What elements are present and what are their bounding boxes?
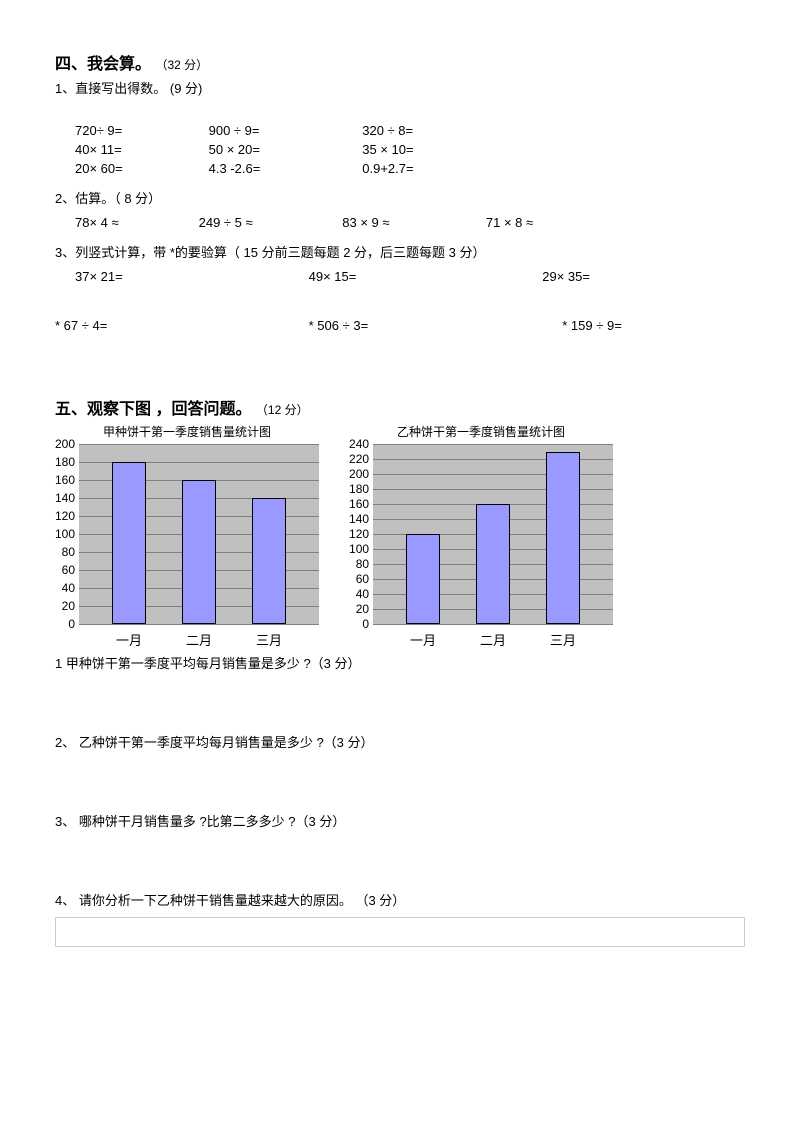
chart-a-yaxis: 200180160140120100806040200 [55, 444, 79, 624]
section-5-title-text: 五、观察下图 ，回答问题。 [55, 401, 251, 418]
chart-a: 甲种饼干第一季度销售量统计图 2001801601401201008060402… [55, 423, 319, 649]
chart-b-plot [373, 444, 613, 624]
q1-expr: 0.9+2.7= [362, 161, 413, 176]
q3-row-a: 37× 21= 49× 15= 29× 35= [55, 269, 745, 284]
s5-q3: 3、 哪种饼干月销售量多 ?比第二多多少 ?（3 分） [55, 811, 745, 830]
chart-b-yaxis: 240220200180160140120100806040200 [349, 444, 373, 624]
q1-points: (9 分) [170, 81, 203, 96]
section-5-points: （12 分） [256, 403, 309, 417]
q1-label: 1、直接写出得数。 (9 分) [55, 78, 745, 97]
chart-b-xaxis: 一月 二月 三月 [373, 630, 613, 649]
q1-row-2: 20× 60= 4.3 -2.6= 0.9+2.7= [55, 161, 745, 176]
q3-expr: * 159 ÷ 9= [562, 318, 622, 333]
chart-a-xaxis: 一月 二月 三月 [79, 630, 319, 649]
chart-b: 乙种饼干第一季度销售量统计图 2402202001801601401201008… [349, 423, 613, 649]
q1: 1、直接写出得数。 (9 分) 720÷ 9= 900 ÷ 9= 320 ÷ 8… [55, 78, 745, 176]
q3-expr: 29× 35= [542, 269, 590, 284]
x-tick: 三月 [550, 630, 576, 649]
bar [546, 452, 580, 625]
section-5-title: 五、观察下图 ，回答问题。 （12 分） [55, 395, 745, 419]
x-tick: 一月 [116, 630, 142, 649]
chart-b-title: 乙种饼干第一季度销售量统计图 [349, 423, 613, 440]
bar [182, 480, 216, 624]
section-4-title-text: 四、我会算。 [55, 56, 151, 73]
section-4-title: 四、我会算。 （32 分） [55, 50, 745, 74]
bar [476, 504, 510, 624]
bar [252, 498, 286, 624]
q1-row-0: 720÷ 9= 900 ÷ 9= 320 ÷ 8= [55, 123, 745, 138]
bar [406, 534, 440, 624]
q3-label: 3、列竖式计算，带 *的要验算（ 15 分前三题每题 2 分，后三题每题 3 分… [55, 242, 745, 261]
q1-label-text: 1、直接写出得数。 [55, 81, 166, 96]
q2-expr: 83 × 9 ≈ [342, 215, 482, 230]
q2-label: 2、估算。（ 8 分） [55, 188, 745, 207]
q1-expr: 20× 60= [75, 161, 205, 176]
q1-expr: 320 ÷ 8= [362, 123, 413, 138]
q2-expr: 249 ÷ 5 ≈ [199, 215, 339, 230]
s5-q2: 2、 乙种饼干第一季度平均每月销售量是多少 ?（3 分） [55, 732, 745, 751]
q3: 3、列竖式计算，带 *的要验算（ 15 分前三题每题 2 分，后三题每题 3 分… [55, 242, 745, 333]
q3-expr: * 67 ÷ 4= [55, 318, 305, 333]
q1-expr: 900 ÷ 9= [209, 123, 359, 138]
section-4: 四、我会算。 （32 分） 1、直接写出得数。 (9 分) 720÷ 9= 90… [55, 50, 745, 333]
chart-a-title: 甲种饼干第一季度销售量统计图 [55, 423, 319, 440]
x-tick: 一月 [410, 630, 436, 649]
s5-q1: 1 甲种饼干第一季度平均每月销售量是多少 ?（3 分） [55, 653, 745, 672]
q2: 2、估算。（ 8 分） 78× 4 ≈ 249 ÷ 5 ≈ 83 × 9 ≈ 7… [55, 188, 745, 230]
q3-expr: 37× 21= [75, 269, 305, 284]
x-tick: 三月 [256, 630, 282, 649]
q3-expr: 49× 15= [309, 269, 539, 284]
x-tick: 二月 [480, 630, 506, 649]
q2-expr: 78× 4 ≈ [75, 215, 195, 230]
chart-a-plot [79, 444, 319, 624]
q3-expr: * 506 ÷ 3= [309, 318, 559, 333]
q1-row-1: 40× 11= 50 × 20= 35 × 10= [55, 142, 745, 157]
section-4-points: （32 分） [155, 58, 208, 72]
q1-expr: 35 × 10= [362, 142, 413, 157]
section-5: 五、观察下图 ，回答问题。 （12 分） 甲种饼干第一季度销售量统计图 2001… [55, 395, 745, 947]
q2-row: 78× 4 ≈ 249 ÷ 5 ≈ 83 × 9 ≈ 71 × 8 ≈ [55, 215, 745, 230]
q1-expr: 40× 11= [75, 142, 205, 157]
charts-container: 甲种饼干第一季度销售量统计图 2001801601401201008060402… [55, 423, 745, 649]
q2-expr: 71 × 8 ≈ [486, 215, 533, 230]
x-tick: 二月 [186, 630, 212, 649]
bar [112, 462, 146, 624]
q1-expr: 50 × 20= [209, 142, 359, 157]
q1-expr: 4.3 -2.6= [209, 161, 359, 176]
answer-box [55, 917, 745, 947]
q3-row-b: * 67 ÷ 4= * 506 ÷ 3= * 159 ÷ 9= [55, 318, 745, 333]
q1-expr: 720÷ 9= [75, 123, 205, 138]
s5-q4: 4、 请你分析一下乙种饼干销售量越来越大的原因。 （3 分） [55, 890, 745, 909]
